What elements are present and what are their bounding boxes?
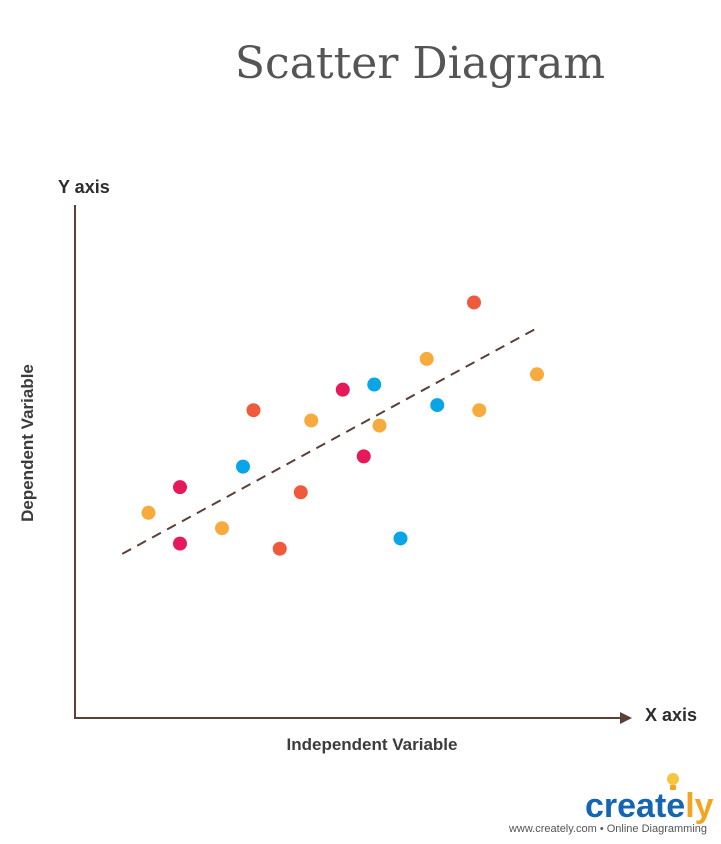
data-point-10 xyxy=(335,382,350,397)
trendline xyxy=(121,327,538,555)
data-point-13 xyxy=(372,418,387,433)
data-point-1 xyxy=(141,505,156,520)
creately-logo: creately www.creately.com • Online Diagr… xyxy=(508,773,714,835)
data-point-5 xyxy=(236,459,250,474)
data-point-18 xyxy=(472,403,487,418)
data-point-2 xyxy=(173,480,187,495)
logo-tagline: www.creately.com • Online Diagramming xyxy=(508,823,707,835)
chart-title: Scatter Diagram xyxy=(235,38,605,89)
data-point-16 xyxy=(430,398,445,413)
data-point-14 xyxy=(393,531,408,546)
data-point-3 xyxy=(173,536,187,551)
logo-text-main: create xyxy=(585,787,685,825)
y-axis-title: Dependent Variable xyxy=(18,364,37,522)
data-point-19 xyxy=(530,367,544,382)
logo-text: creately xyxy=(585,787,714,825)
data-point-17 xyxy=(467,295,481,310)
data-point-12 xyxy=(367,377,382,392)
x-axis-arrow xyxy=(620,712,632,724)
x-axis-title: Independent Variable xyxy=(287,735,458,754)
logo-text-tail: ly xyxy=(685,787,713,825)
lightbulb-icon xyxy=(667,773,679,790)
data-point-4 xyxy=(215,521,229,536)
data-point-9 xyxy=(304,413,319,428)
axes xyxy=(74,205,632,724)
data-point-8 xyxy=(293,485,308,500)
trendline-layer xyxy=(121,327,538,555)
data-point-11 xyxy=(356,449,371,464)
x-axis-end-label: X axis xyxy=(645,705,697,725)
data-point-7 xyxy=(272,541,287,556)
data-point-6 xyxy=(246,403,261,418)
data-point-15 xyxy=(419,351,434,366)
data-points xyxy=(141,295,544,556)
y-axis-end-label: Y axis xyxy=(58,177,110,197)
